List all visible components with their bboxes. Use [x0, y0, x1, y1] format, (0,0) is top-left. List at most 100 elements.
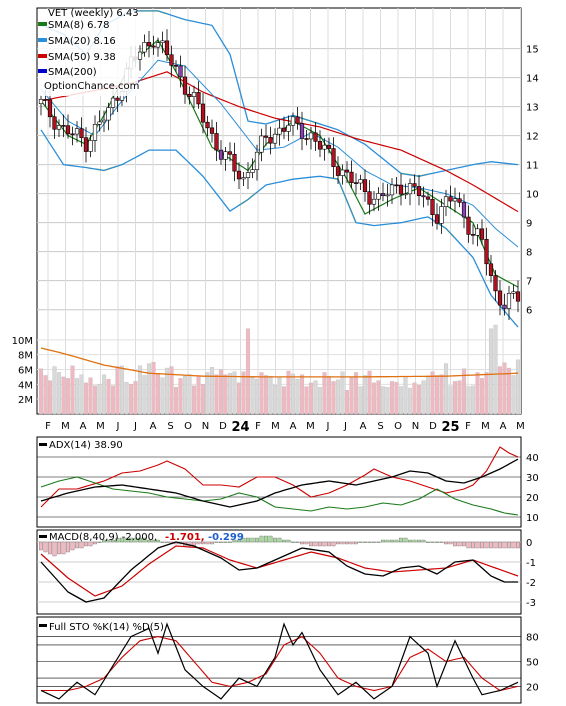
macd-hist-bar: [394, 539, 399, 543]
candle-body: [160, 40, 165, 44]
candle-body: [254, 151, 260, 170]
volume-bar: [151, 361, 156, 415]
macd-hist-bar: [196, 541, 201, 545]
volume-bar: [38, 368, 44, 415]
candle-body: [70, 133, 75, 136]
volume-bar: [142, 375, 147, 415]
candle-body: [56, 125, 62, 130]
macd-hist-bar: [507, 541, 511, 549]
adx-grid: [37, 456, 521, 518]
candle-body: [137, 51, 143, 60]
tick-label: 80: [526, 633, 539, 644]
macd-hist-bar: [268, 535, 273, 543]
candle-body: [313, 132, 318, 142]
month-label: D: [219, 421, 227, 432]
volume-bar: [74, 378, 80, 415]
legend-sma200: SMA(200): [48, 67, 97, 78]
macd-hist-bar: [453, 541, 457, 547]
macd-hist-bar: [214, 541, 219, 543]
month-label: O: [184, 421, 192, 432]
volume-bar: [506, 367, 512, 415]
volume-bar: [79, 374, 84, 415]
month-label: D: [429, 421, 437, 432]
volume-bar: [385, 387, 390, 415]
candle-body: [169, 54, 174, 66]
macd-hist-bar: [354, 541, 358, 545]
macd-hist-bar: [502, 541, 507, 549]
candle-body: [421, 195, 426, 198]
macd-hist-bar: [403, 537, 408, 543]
candle-body: [191, 92, 197, 97]
macd-legend-hist: -0.299: [208, 532, 244, 543]
adx-panel: 40 30 20 10 ADX(14) 38.90: [36, 436, 539, 528]
stochastic-d-line: [41, 635, 519, 692]
candle-body: [394, 184, 399, 187]
macd-hist-bar: [129, 537, 133, 543]
macd-hist-bar: [111, 539, 115, 543]
volume-bar: [218, 369, 224, 415]
macd-hist-bar: [444, 541, 448, 545]
macd-legend-signal: -1.701,: [165, 532, 205, 543]
adx-axis-ticks: 40 30 20 10: [526, 453, 539, 524]
candle-body: [322, 144, 327, 150]
legend-sma50-swatch: [38, 54, 47, 58]
volume-bar: [511, 375, 516, 415]
candle-body: [43, 99, 48, 101]
macd-histogram: [39, 535, 520, 557]
candle-body: [430, 198, 435, 215]
macd-hist-bar: [430, 541, 435, 543]
volume-bar: [443, 363, 449, 415]
adx-panel-frame: [36, 436, 522, 528]
macd-hist-bar: [480, 541, 484, 549]
volume-bar: [88, 377, 93, 415]
macd-hist-bar: [147, 539, 151, 543]
macd-hist-bar: [205, 541, 210, 545]
candle-body: [263, 135, 269, 138]
month-label: A: [150, 421, 157, 432]
month-label: S: [167, 421, 173, 432]
volume-bar: [322, 372, 327, 415]
tick-label: 6: [526, 306, 532, 317]
candle-body: [83, 137, 89, 152]
legend-sma8-swatch: [38, 22, 47, 26]
candle-body: [416, 186, 422, 197]
candle-body: [331, 148, 336, 167]
macd-hist-bar: [97, 541, 102, 543]
candle-body: [484, 239, 489, 265]
macd-hist-bar: [363, 541, 367, 543]
month-label: O: [394, 421, 402, 432]
macd-hist-bar: [408, 539, 412, 543]
volume-bar: [502, 362, 507, 415]
macd-hist-bar: [376, 541, 381, 543]
adx-legend: ADX(14) 38.90: [49, 440, 123, 451]
candle-body: [173, 65, 179, 67]
volume-tick-label: 10M: [12, 336, 33, 347]
candle-body: [218, 149, 224, 160]
tick-label: 12: [526, 132, 539, 143]
macd-hist-bar: [79, 541, 84, 549]
volume-axis-ticks: 10M 8M 6M 4M 2M: [12, 336, 33, 406]
macd-signal-line: [40, 545, 519, 597]
macd-hist-bar: [66, 541, 70, 553]
volume-bar: [425, 376, 431, 415]
adx-minus-di-line: [40, 476, 519, 516]
volume-tick-label: 6M: [18, 366, 33, 377]
candle-body: [106, 107, 111, 121]
stochastic-legend-swatch: [39, 624, 47, 627]
macd-hist-bar: [264, 535, 268, 543]
price-legend-bg: [38, 9, 138, 96]
macd-hist-bar: [313, 541, 318, 547]
month-label: J: [343, 421, 347, 432]
volume-bar: [232, 371, 237, 415]
macd-hist-bar: [412, 539, 417, 543]
macd-hist-bar: [151, 539, 156, 543]
volume-bar: [214, 374, 219, 415]
candle-body: [326, 144, 332, 149]
candle-body: [511, 291, 516, 294]
month-label: F: [45, 421, 51, 432]
macd-hist-bar: [493, 541, 498, 549]
volume-bar: [497, 366, 503, 415]
candle-body: [515, 291, 521, 302]
month-label: A: [500, 421, 507, 432]
candle-body: [272, 133, 278, 144]
